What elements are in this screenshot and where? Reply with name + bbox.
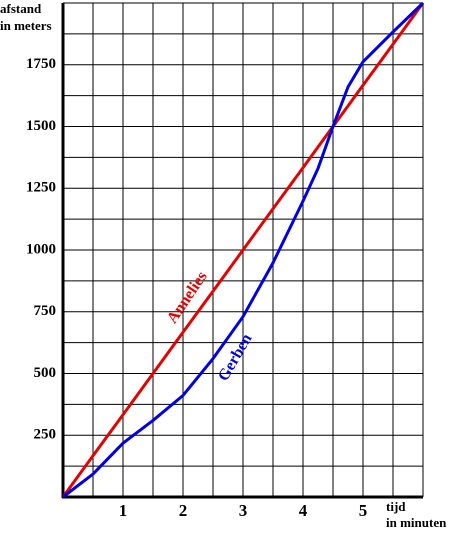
y-tick-label: 500 bbox=[34, 365, 57, 381]
x-tick-label: 1 bbox=[119, 501, 128, 520]
series-label: Gerben bbox=[215, 331, 256, 384]
y-tick-label: 1250 bbox=[26, 180, 56, 196]
x-tick-label: 3 bbox=[239, 501, 248, 520]
y-tick-label: 750 bbox=[34, 303, 57, 319]
x-tick-label: 4 bbox=[299, 501, 308, 520]
y-tick-label: 1500 bbox=[26, 118, 56, 134]
y-axis-label: in meters bbox=[0, 18, 52, 33]
y-tick-label: 1000 bbox=[26, 241, 56, 257]
x-axis-label: in minuten bbox=[386, 515, 447, 530]
y-tick-label: 250 bbox=[34, 427, 57, 443]
y-axis-label: afstand bbox=[0, 1, 42, 16]
series-line bbox=[62, 1, 425, 499]
x-tick-label: 2 bbox=[179, 501, 188, 520]
y-tick-label: 1750 bbox=[26, 56, 56, 72]
series-label: Annelies bbox=[164, 268, 211, 326]
series-line bbox=[61, 2, 425, 498]
x-tick-label: 5 bbox=[359, 501, 368, 520]
x-axis-label: tijd bbox=[386, 499, 406, 514]
